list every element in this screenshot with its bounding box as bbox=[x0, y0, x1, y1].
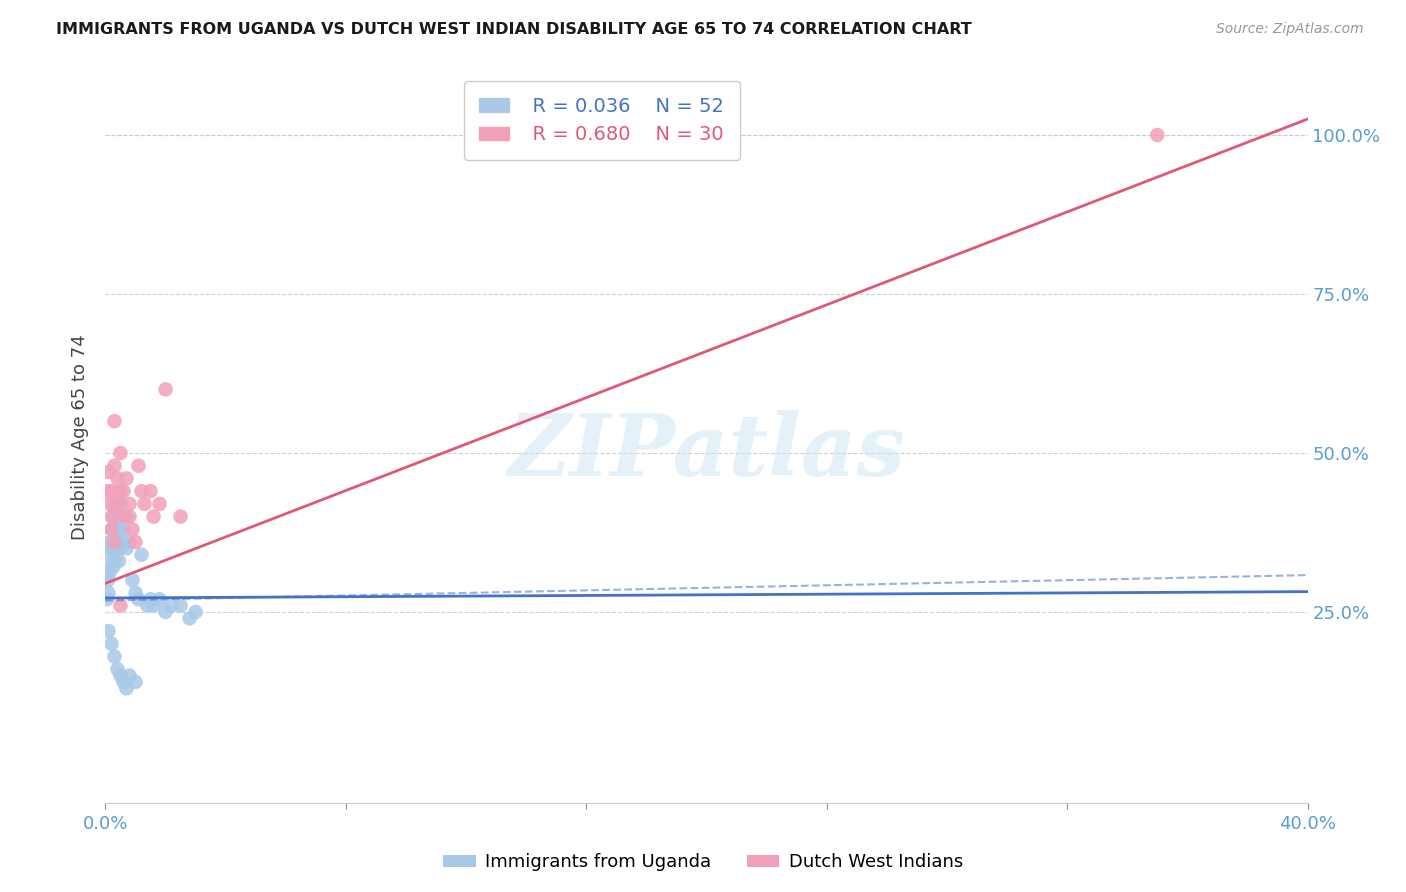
Point bbox=[101, 509, 124, 524]
Point bbox=[128, 458, 150, 473]
Point bbox=[98, 497, 121, 511]
Point bbox=[107, 535, 129, 549]
Point bbox=[1146, 128, 1168, 142]
Point bbox=[139, 484, 162, 499]
Point bbox=[128, 592, 150, 607]
Point bbox=[118, 497, 141, 511]
Point bbox=[155, 383, 177, 397]
Point bbox=[184, 605, 207, 619]
Point bbox=[118, 668, 141, 682]
Point bbox=[169, 509, 191, 524]
Point bbox=[118, 535, 141, 549]
Point bbox=[100, 509, 122, 524]
Point bbox=[107, 662, 129, 676]
Point bbox=[100, 522, 122, 536]
Point bbox=[112, 535, 135, 549]
Point bbox=[142, 599, 165, 613]
Point bbox=[148, 592, 170, 607]
Y-axis label: Disability Age 65 to 74: Disability Age 65 to 74 bbox=[72, 334, 90, 540]
Point bbox=[103, 414, 125, 428]
Point bbox=[107, 497, 129, 511]
Point bbox=[103, 497, 125, 511]
Point bbox=[112, 509, 135, 524]
Legend: Immigrants from Uganda, Dutch West Indians: Immigrants from Uganda, Dutch West India… bbox=[436, 847, 970, 879]
Point bbox=[124, 675, 146, 690]
Point bbox=[101, 535, 124, 549]
Point bbox=[110, 522, 132, 536]
Point bbox=[96, 592, 118, 607]
Point bbox=[103, 458, 125, 473]
Point bbox=[97, 560, 120, 574]
Text: ZIPatlas: ZIPatlas bbox=[508, 410, 905, 493]
Point bbox=[97, 573, 120, 587]
Point bbox=[112, 484, 135, 499]
Point bbox=[97, 586, 120, 600]
Point bbox=[101, 560, 124, 574]
Point bbox=[100, 484, 122, 499]
Point bbox=[115, 471, 138, 485]
Text: Source: ZipAtlas.com: Source: ZipAtlas.com bbox=[1216, 22, 1364, 37]
Point bbox=[100, 541, 122, 556]
Point bbox=[110, 599, 132, 613]
Point bbox=[110, 446, 132, 460]
Point bbox=[107, 541, 129, 556]
Point bbox=[121, 522, 143, 536]
Point bbox=[155, 605, 177, 619]
Point bbox=[103, 541, 125, 556]
Point bbox=[110, 541, 132, 556]
Point bbox=[179, 611, 201, 625]
Point bbox=[112, 675, 135, 690]
Point bbox=[115, 509, 138, 524]
Point bbox=[107, 509, 129, 524]
Point bbox=[169, 599, 191, 613]
Point bbox=[118, 509, 141, 524]
Point bbox=[110, 497, 132, 511]
Legend:   R = 0.036    N = 52,   R = 0.680    N = 30: R = 0.036 N = 52, R = 0.680 N = 30 bbox=[464, 81, 740, 160]
Point bbox=[104, 535, 127, 549]
Point bbox=[104, 554, 127, 568]
Point bbox=[134, 497, 156, 511]
Point bbox=[96, 484, 118, 499]
Point bbox=[98, 548, 121, 562]
Point bbox=[131, 548, 153, 562]
Point bbox=[142, 509, 165, 524]
Point bbox=[107, 471, 129, 485]
Point bbox=[97, 624, 120, 638]
Point bbox=[148, 497, 170, 511]
Point bbox=[103, 535, 125, 549]
Point bbox=[115, 681, 138, 696]
Point bbox=[136, 599, 159, 613]
Point bbox=[103, 522, 125, 536]
Point bbox=[107, 522, 129, 536]
Point bbox=[121, 573, 143, 587]
Point bbox=[110, 484, 132, 499]
Point bbox=[97, 465, 120, 479]
Point bbox=[131, 484, 153, 499]
Point bbox=[160, 599, 183, 613]
Point bbox=[115, 541, 138, 556]
Point bbox=[110, 668, 132, 682]
Point bbox=[100, 637, 122, 651]
Text: IMMIGRANTS FROM UGANDA VS DUTCH WEST INDIAN DISABILITY AGE 65 TO 74 CORRELATION : IMMIGRANTS FROM UGANDA VS DUTCH WEST IND… bbox=[56, 22, 972, 37]
Point bbox=[103, 649, 125, 664]
Point bbox=[124, 535, 146, 549]
Point bbox=[98, 535, 121, 549]
Point bbox=[108, 554, 131, 568]
Point bbox=[98, 566, 121, 581]
Point bbox=[100, 522, 122, 536]
Point bbox=[112, 522, 135, 536]
Point bbox=[124, 586, 146, 600]
Point bbox=[139, 592, 162, 607]
